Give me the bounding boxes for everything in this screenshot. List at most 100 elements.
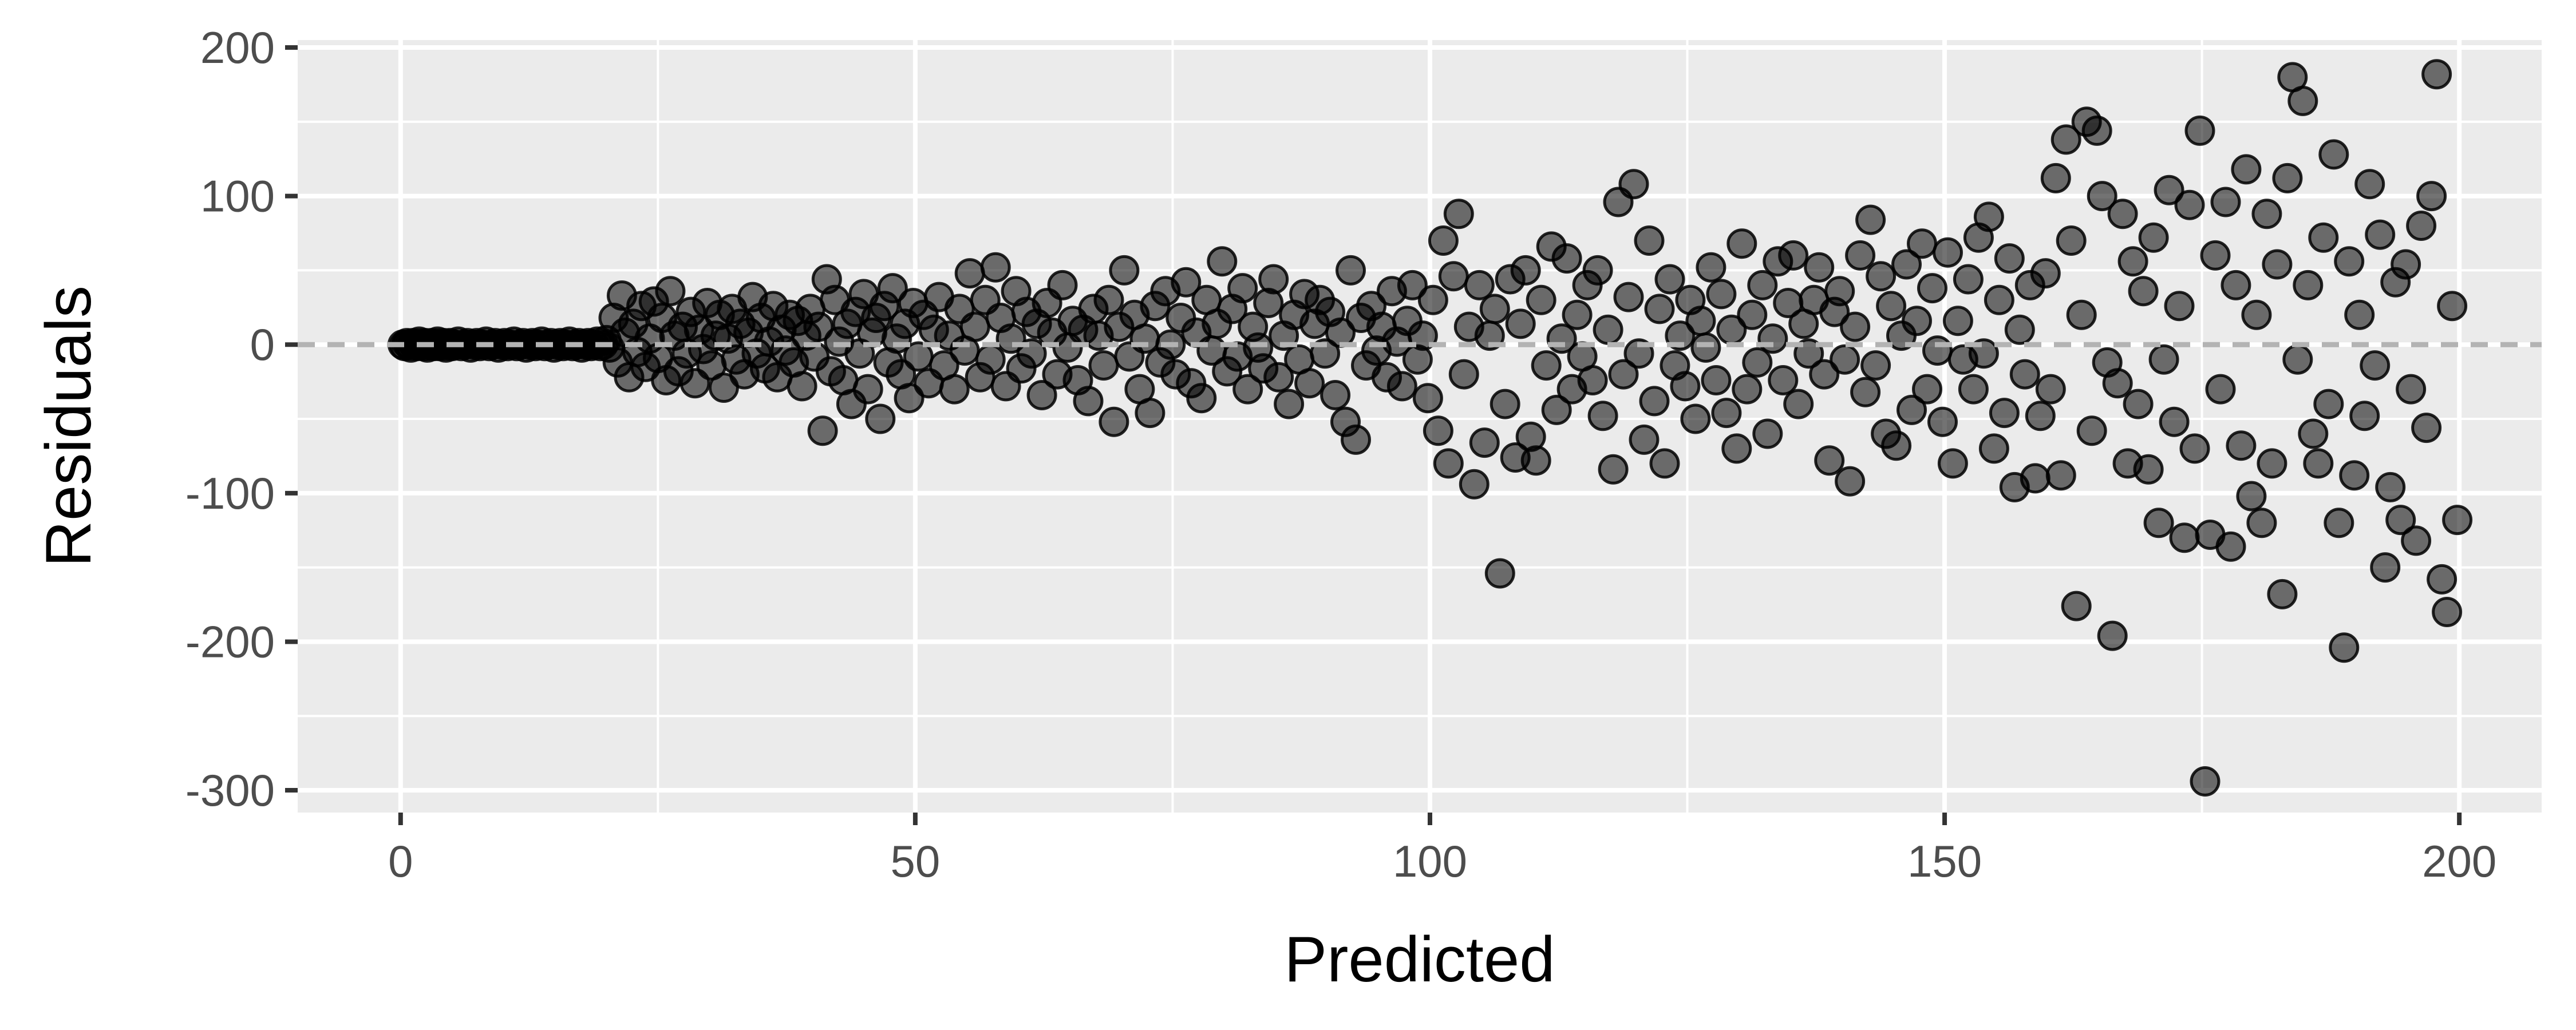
data-point — [2293, 270, 2324, 300]
data-point — [2318, 139, 2349, 170]
x-tick-label: 100 — [1393, 836, 1467, 886]
data-point — [1171, 267, 1202, 298]
data-point — [1469, 427, 1500, 458]
data-point — [2200, 240, 2231, 271]
data-point — [2128, 276, 2159, 307]
data-point — [2040, 163, 2071, 193]
data-point — [2246, 508, 2277, 538]
data-point — [2215, 531, 2246, 562]
data-point — [2123, 389, 2154, 419]
data-point — [1757, 323, 1788, 354]
x-axis-title: Predicted — [1284, 924, 1555, 995]
data-point — [2272, 163, 2303, 193]
data-point — [1109, 255, 1140, 286]
data-point — [2349, 401, 2380, 431]
data-point — [1587, 401, 1618, 431]
data-point — [1088, 350, 1119, 381]
data-point — [1891, 249, 1922, 280]
data-point — [2421, 59, 2452, 90]
data-point — [1907, 228, 1937, 259]
data-point — [1479, 294, 1510, 324]
data-point — [803, 311, 834, 342]
data-point — [2226, 430, 2257, 461]
data-point — [2117, 246, 2148, 277]
data-point — [1680, 403, 1711, 434]
data-point — [1618, 169, 1649, 200]
data-point — [1047, 270, 1078, 300]
y-tick-label: -300 — [185, 765, 275, 815]
data-point — [2050, 124, 2081, 155]
data-point — [2360, 350, 2391, 381]
data-point — [1520, 445, 1551, 476]
data-point — [1824, 276, 1855, 307]
data-point — [1608, 359, 1639, 390]
data-point — [1690, 332, 1721, 363]
data-point — [2087, 181, 2117, 212]
data-point — [2406, 211, 2437, 241]
y-tick-label: 200 — [200, 22, 275, 73]
data-point — [2009, 359, 2040, 390]
data-point — [1933, 237, 1963, 268]
data-point — [2287, 85, 2318, 116]
data-point — [1551, 243, 1582, 274]
data-point — [1639, 386, 1670, 417]
data-point — [1732, 374, 1763, 405]
x-axis: 0 50 100 150 200 — [388, 813, 2496, 886]
data-point — [1866, 261, 1897, 292]
data-point — [2035, 374, 2066, 405]
data-point — [2138, 222, 2169, 253]
data-point — [2391, 249, 2421, 280]
data-point — [1423, 415, 1453, 446]
data-point — [1706, 279, 1737, 310]
data-point — [1582, 255, 1613, 286]
data-point — [1484, 558, 1515, 589]
data-point — [1670, 371, 1701, 402]
x-tick-label: 150 — [1907, 836, 1982, 886]
data-point — [1577, 365, 1608, 395]
data-point — [2169, 522, 2200, 553]
data-point — [2251, 199, 2282, 229]
data-point — [877, 273, 908, 304]
data-point — [2298, 418, 2329, 449]
data-point — [1778, 240, 1809, 271]
data-point — [1541, 394, 1572, 425]
data-point — [2262, 249, 2293, 280]
data-point — [1613, 282, 1644, 312]
data-point — [2045, 460, 2076, 491]
data-point — [1994, 243, 2025, 274]
y-tick-label: -200 — [185, 616, 275, 667]
data-point — [1845, 240, 1876, 271]
data-point — [1973, 201, 2004, 232]
data-point — [1927, 406, 1958, 437]
data-point — [1644, 294, 1675, 324]
data-point — [1978, 433, 2009, 464]
data-point — [2267, 579, 2298, 609]
data-point — [2370, 552, 2401, 583]
data-point — [2133, 454, 2164, 485]
data-point — [1593, 314, 1623, 345]
data-point — [2154, 175, 2184, 205]
data-point — [2164, 291, 2195, 322]
data-point — [1804, 252, 1835, 283]
data-point — [2257, 448, 2287, 479]
data-point — [939, 374, 970, 405]
x-tick-label: 200 — [2422, 836, 2496, 886]
data-point — [2241, 299, 2272, 330]
data-point — [2308, 222, 2339, 253]
data-point — [1464, 270, 1495, 300]
data-point — [2159, 406, 2190, 437]
data-point — [2190, 766, 2221, 797]
data-point — [2107, 199, 2138, 229]
data-point — [2365, 219, 2396, 250]
data-point — [1186, 383, 1217, 414]
data-point — [1654, 264, 1685, 295]
data-point — [1026, 380, 1057, 410]
data-point — [1258, 264, 1289, 295]
data-point — [2416, 181, 2447, 212]
data-point — [655, 276, 686, 307]
data-point — [2061, 591, 2092, 621]
data-point — [1711, 398, 1742, 429]
data-point — [1984, 284, 2014, 315]
data-point — [852, 374, 883, 405]
